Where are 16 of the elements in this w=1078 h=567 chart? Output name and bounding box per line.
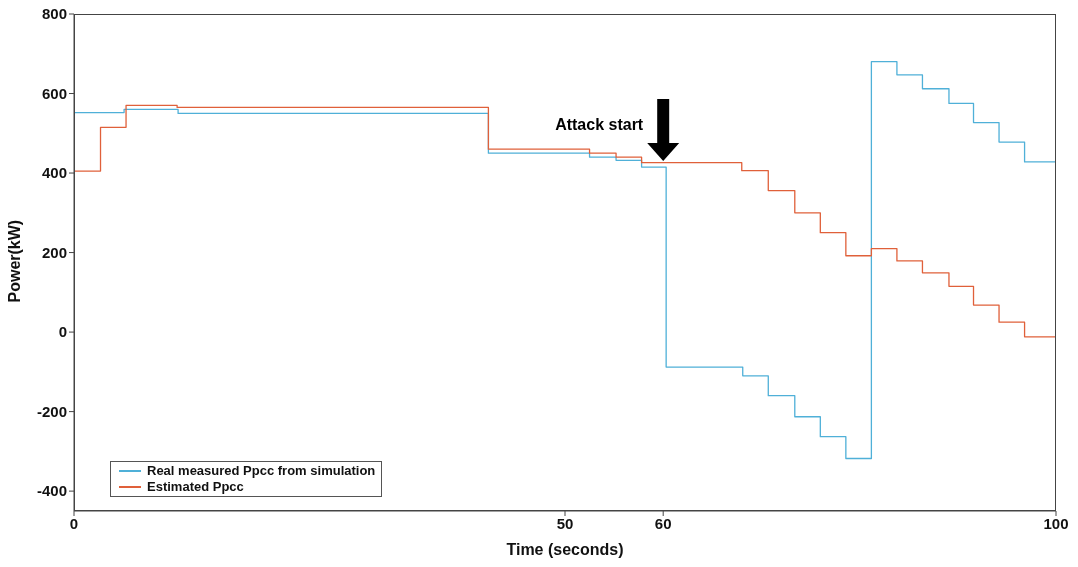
annotation: Attack start xyxy=(555,116,644,134)
y-axis-title: Power(kW) xyxy=(5,219,23,303)
legend-label: Real measured Ppcc from simulation xyxy=(147,463,376,479)
y-tick-label: -400 xyxy=(36,482,67,500)
x-tick-label: 60 xyxy=(654,514,672,532)
x-axis-title: Time (seconds) xyxy=(506,541,624,558)
y-tick-label: 0 xyxy=(58,323,67,341)
x-tick-label: 0 xyxy=(69,514,79,532)
y-tick-label: -200 xyxy=(36,402,67,420)
y-tick-label: 600 xyxy=(41,84,67,102)
x-tick-label: 50 xyxy=(556,514,574,532)
y-tick-label: 800 xyxy=(41,5,67,23)
x-tick-label: 100 xyxy=(1043,514,1069,532)
y-tick-label: 400 xyxy=(41,164,67,182)
y-tick-label: 200 xyxy=(41,243,67,261)
legend-label: Estimated Ppcc xyxy=(147,479,244,495)
